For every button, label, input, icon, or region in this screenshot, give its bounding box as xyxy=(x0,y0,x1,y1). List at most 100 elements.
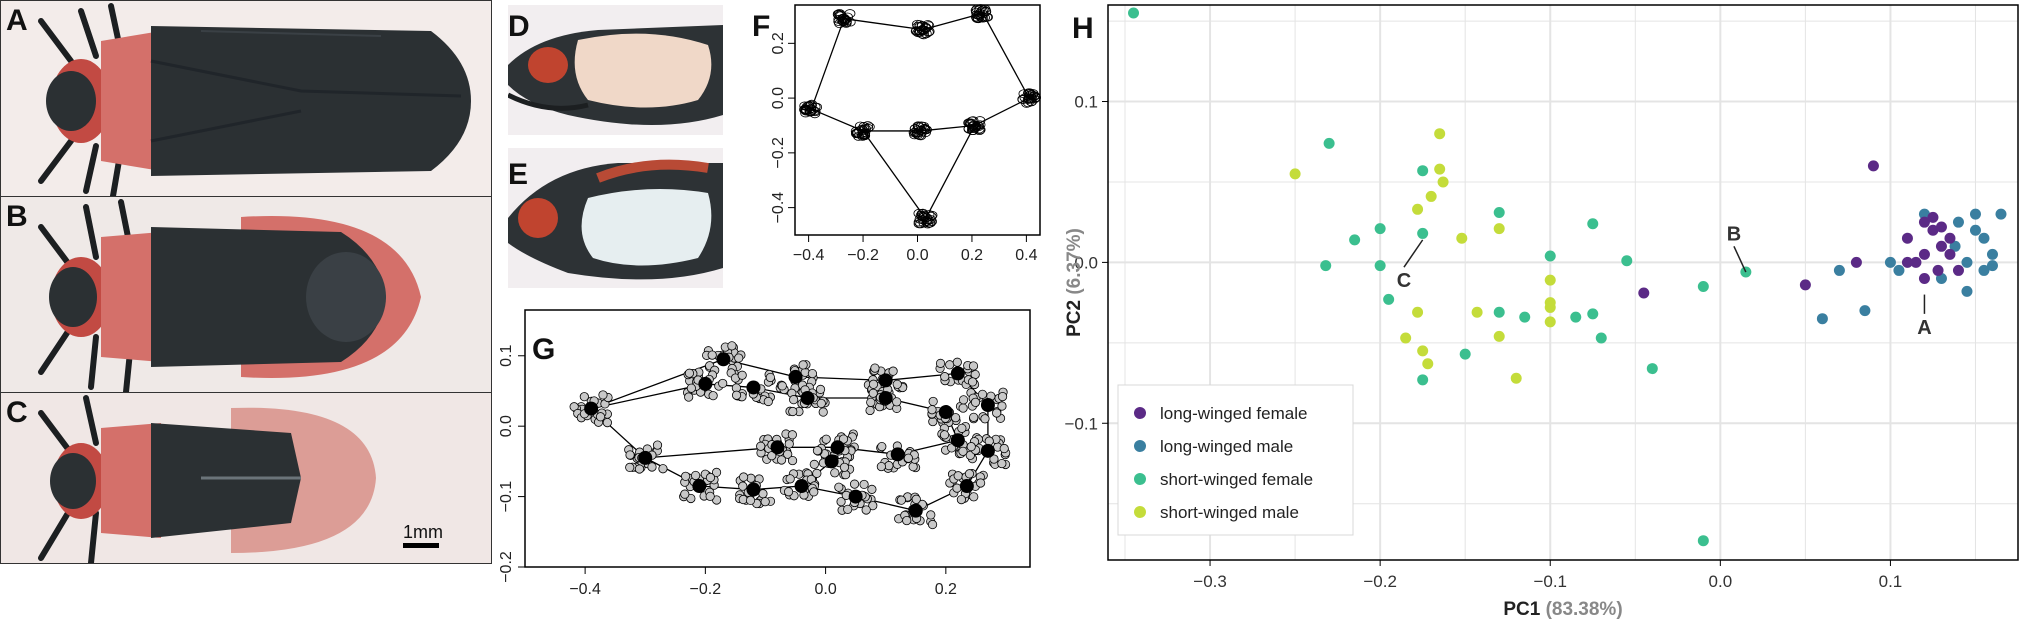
panel-label-c: C xyxy=(6,396,28,429)
landmark-point-g xyxy=(738,481,748,491)
data-point-short-winged-female xyxy=(1519,311,1531,323)
landmark-point-f xyxy=(917,208,929,218)
landmark-point-g xyxy=(727,341,737,351)
data-point-short-winged-female xyxy=(1417,227,1429,239)
data-point-short-winged-male xyxy=(1544,301,1556,313)
landmark-point-g xyxy=(598,390,608,400)
data-point-short-winged-female xyxy=(1349,234,1361,246)
data-point-long-winged-female xyxy=(1932,264,1944,276)
landmark-point-g xyxy=(866,397,876,407)
landmark-point-f xyxy=(974,126,985,136)
landmark-point-g xyxy=(868,501,878,511)
landmark-point-g xyxy=(861,505,871,515)
landmark-point-f xyxy=(923,210,935,219)
data-point-short-winged-female xyxy=(1697,281,1709,293)
wireframe-edge-g xyxy=(590,383,706,410)
landmark-point-g xyxy=(969,412,979,422)
wireframe-edge-f xyxy=(862,130,927,219)
landmark-point-g xyxy=(939,430,950,440)
landmark-mean-g xyxy=(584,401,599,416)
data-point-short-winged-female xyxy=(1417,165,1429,177)
panel-label-f: F xyxy=(752,10,771,43)
x-axis-title-h: PC1 (83.38%) xyxy=(1503,599,1622,620)
landmark-point-f xyxy=(974,116,986,125)
x-axis-title-pct: (83.38%) xyxy=(1546,599,1623,620)
x-tick-label-h: −0.2 xyxy=(1363,572,1397,591)
data-point-short-winged-male xyxy=(1425,190,1437,202)
landmark-point-g xyxy=(896,495,906,505)
landmark-point-g xyxy=(816,398,826,409)
data-point-long-winged-male xyxy=(1986,248,1998,260)
landmark-point-g xyxy=(980,414,990,424)
data-point-long-winged-female xyxy=(1901,256,1913,268)
landmark-point-g xyxy=(830,468,840,478)
data-point-short-winged-female xyxy=(1595,332,1607,344)
data-point-short-winged-male xyxy=(1493,330,1505,342)
landmark-point-g xyxy=(708,391,718,401)
landmark-point-g xyxy=(892,397,902,407)
data-point-short-winged-female xyxy=(1383,293,1395,305)
landmark-point-g xyxy=(767,451,777,461)
landmark-point-f xyxy=(922,215,933,225)
annotation-label: C xyxy=(1397,270,1411,292)
landmark-mean-g xyxy=(980,443,995,458)
legend-label: short-winged male xyxy=(1160,503,1299,522)
landmark-point-f xyxy=(922,219,934,229)
landmark-point-g xyxy=(760,497,770,507)
landmark-point-g xyxy=(839,462,850,472)
landmark-point-f xyxy=(973,122,985,131)
landmark-point-f xyxy=(857,126,869,135)
panel-label-b: B xyxy=(6,200,28,233)
landmark-mean-g xyxy=(824,454,839,469)
y-tick-label-g: 0.1 xyxy=(498,345,515,367)
data-point-long-winged-male xyxy=(1918,208,1930,220)
landmark-point-g xyxy=(952,357,962,367)
landmark-point-f xyxy=(910,26,922,36)
x-tick-label-f: −0.4 xyxy=(793,247,825,264)
data-point-long-winged-female xyxy=(1901,232,1913,244)
landmark-point-g xyxy=(711,467,722,478)
landmark-point-g xyxy=(888,366,898,376)
landmark-mean-g xyxy=(698,376,713,391)
data-point-short-winged-male xyxy=(1417,345,1429,357)
landmark-point-g xyxy=(927,519,938,530)
x-tick-label-g: −0.2 xyxy=(690,581,722,598)
landmark-point-g xyxy=(739,472,749,482)
wireframe-edge-g xyxy=(590,358,724,410)
data-point-long-winged-female xyxy=(1918,216,1930,228)
landmark-point-f xyxy=(916,21,928,30)
x-tick-label-f: 0.0 xyxy=(906,247,928,264)
landmark-point-g xyxy=(783,487,794,497)
landmark-point-g xyxy=(964,469,975,479)
panel-label-a: A xyxy=(6,4,28,37)
landmark-point-f xyxy=(840,15,851,25)
landmark-mean-g xyxy=(890,447,905,462)
data-point-long-winged-male xyxy=(1893,264,1905,276)
data-point-short-winged-male xyxy=(1400,332,1412,344)
y-tick-label-f: −0.4 xyxy=(770,192,787,224)
data-point-long-winged-male xyxy=(1859,305,1871,317)
landmark-point-g xyxy=(681,471,691,481)
landmark-mean-g xyxy=(959,479,974,494)
landmark-point-g xyxy=(652,440,663,450)
landmark-point-f xyxy=(971,7,982,17)
data-point-short-winged-female xyxy=(1697,535,1709,547)
landmark-point-g xyxy=(903,453,913,463)
data-point-long-winged-male xyxy=(1961,285,1973,297)
chart-g: −0.4 −0.2 0.0 0.2 0.1 0.0 −0.1 −0.2 xyxy=(455,305,1040,605)
data-point-long-winged-female xyxy=(1944,248,1956,260)
x-tick-label-g: 0.2 xyxy=(935,581,957,598)
wireframe-edge-f xyxy=(843,18,924,31)
landmark-point-g xyxy=(956,494,966,505)
landmark-point-g xyxy=(784,439,794,449)
landmark-point-g xyxy=(953,471,963,481)
landmark-mean-g xyxy=(746,482,761,497)
data-point-long-winged-male xyxy=(1986,260,1998,272)
landmark-point-g xyxy=(787,430,797,440)
landmark-point-f xyxy=(920,23,932,33)
data-point-long-winged-female xyxy=(1799,279,1811,291)
landmark-point-f xyxy=(842,12,853,22)
landmark-point-g xyxy=(834,482,844,492)
data-point-short-winged-male xyxy=(1437,176,1449,188)
landmark-point-g xyxy=(876,461,886,472)
